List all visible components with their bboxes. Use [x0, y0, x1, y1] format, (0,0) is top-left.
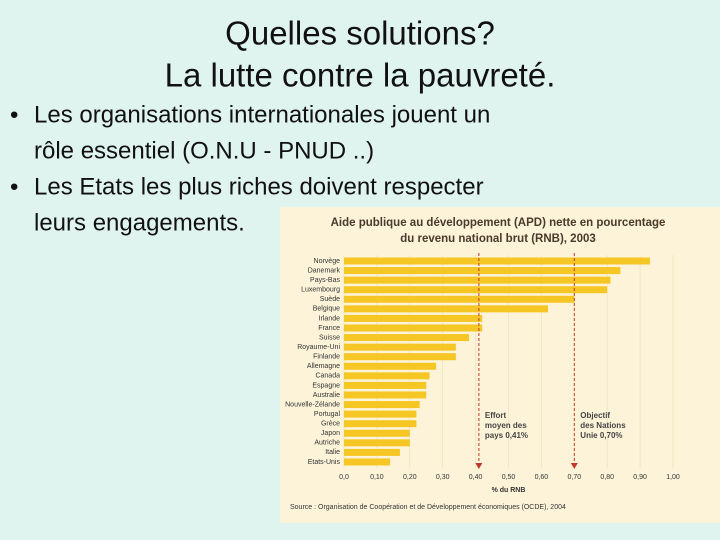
bar	[344, 362, 437, 370]
x-tick-label: 0,40	[469, 474, 483, 481]
category-label: Suède	[320, 296, 340, 303]
category-label: Danemark	[308, 267, 341, 274]
reference-label: des Nations	[580, 421, 626, 430]
category-label: Norvège	[314, 258, 341, 265]
x-tick-label: 0,80	[600, 474, 614, 481]
category-label: Espagne	[312, 382, 340, 389]
bullet-text: rôle essentiel (O.N.U - PNUD ..)	[34, 137, 374, 164]
bar	[344, 314, 483, 322]
bullet-text: leurs engagements.	[34, 209, 245, 236]
bar	[344, 324, 483, 332]
category-label: Irlande	[319, 315, 341, 322]
category-label: Allemagne	[307, 363, 340, 370]
x-tick-label: 0,10	[370, 474, 384, 481]
bar	[344, 257, 650, 265]
reference-arrow	[570, 462, 578, 469]
bullet-text: Les Etats les plus riches doivent respec…	[34, 173, 484, 200]
bar	[344, 372, 430, 380]
reference-label: moyen des	[485, 421, 527, 430]
x-tick-label: 1,00	[666, 474, 680, 481]
bar	[344, 286, 608, 294]
category-label: Suisse	[319, 334, 340, 341]
category-label: Finlande	[313, 354, 340, 361]
bar	[344, 391, 427, 399]
x-tick-label: 0,60	[535, 474, 549, 481]
category-label: Royaume-Uni	[297, 344, 340, 351]
bar	[344, 458, 391, 466]
category-label: Autriche	[314, 440, 340, 447]
category-label: Australie	[313, 392, 340, 399]
category-label: France	[318, 325, 340, 332]
category-label: Japon	[321, 430, 340, 437]
x-tick-label: 0,20	[403, 474, 417, 481]
x-tick-label: 0,0	[339, 474, 349, 481]
bar	[344, 439, 410, 447]
category-label: Nouvelle-Zélande	[285, 401, 340, 408]
bar	[344, 334, 470, 342]
bar	[344, 353, 456, 361]
bar	[344, 401, 420, 409]
category-label: Canada	[315, 373, 340, 380]
category-label: Grèce	[321, 421, 340, 428]
bar	[344, 381, 427, 389]
category-label: Belgique	[313, 306, 340, 313]
x-axis-label: % du RNB	[492, 487, 526, 494]
x-tick-label: 0,90	[633, 474, 647, 481]
reference-arrow	[475, 462, 483, 469]
bullet-dot: •	[10, 101, 18, 128]
slide-title: Quelles solutions?	[225, 15, 495, 52]
bar	[344, 267, 621, 275]
category-label: Pays-Bas	[310, 277, 340, 284]
reference-label: Objectif	[580, 411, 610, 420]
bar	[344, 448, 400, 456]
slide-title: La lutte contre la pauvreté.	[165, 57, 556, 94]
bar	[344, 410, 417, 418]
reference-label: Unie 0,70%	[580, 431, 622, 440]
bar	[344, 420, 417, 428]
chart-title: Aide publique au développement (APD) net…	[331, 217, 666, 229]
bullet-text: Les organisations internationales jouent…	[34, 101, 490, 128]
bar	[344, 305, 548, 313]
bar	[344, 429, 410, 437]
x-tick-label: 0,70	[567, 474, 581, 481]
category-label: Portugal	[314, 411, 341, 418]
category-label: Etats-Unis	[308, 459, 341, 466]
category-label: Luxembourg	[301, 287, 340, 294]
x-tick-label: 0,30	[436, 474, 450, 481]
bar	[344, 276, 611, 284]
reference-label: pays 0,41%	[485, 431, 528, 440]
bar	[344, 343, 456, 351]
x-tick-label: 0,50	[502, 474, 516, 481]
bar	[344, 295, 575, 303]
chart-title: du revenu national brut (RNB), 2003	[400, 233, 596, 245]
category-label: Italie	[325, 449, 340, 456]
bullet-dot: •	[10, 173, 18, 200]
reference-label: Effort	[485, 411, 507, 420]
source: Source : Organisation de Coopération et …	[290, 504, 566, 511]
